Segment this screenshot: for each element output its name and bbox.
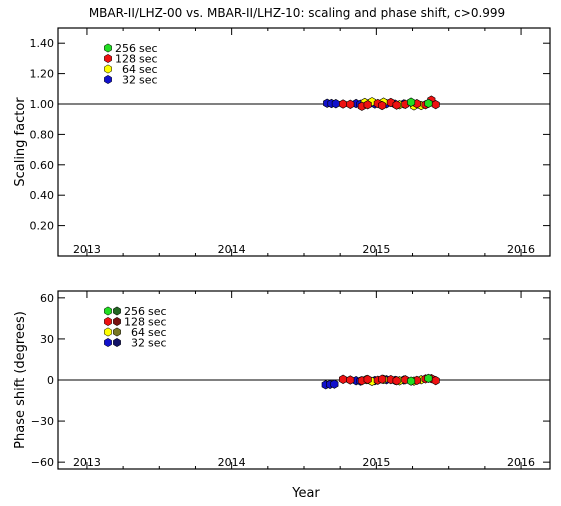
data-point (346, 375, 355, 385)
y-tick-label: 30 (40, 333, 54, 346)
legend-marker (104, 54, 112, 63)
data-point (331, 99, 340, 109)
x-tick-label: 2016 (507, 243, 535, 256)
data-point (431, 99, 440, 110)
x-tick-label: 2013 (73, 243, 101, 256)
y-tick-label: 0.60 (30, 159, 55, 172)
legend-label: 64 (122, 63, 136, 76)
legend-marker (104, 317, 112, 326)
data-point (392, 100, 401, 110)
legend-unit: sec (139, 53, 158, 66)
legend-marker (113, 306, 121, 316)
y-tick-label: 0 (47, 374, 54, 387)
legend-unit: sec (148, 326, 167, 339)
legend-unit: sec (148, 337, 167, 350)
legend-unit: sec (148, 305, 167, 318)
legend-label: 128 (115, 53, 136, 66)
data-point (346, 99, 355, 109)
data-point (363, 100, 372, 110)
data-point (363, 374, 372, 385)
x-tick-label: 2014 (218, 456, 246, 469)
data-point (339, 99, 348, 109)
y-tick-label: 1.20 (30, 68, 55, 81)
legend-marker (104, 327, 112, 337)
data-point (407, 376, 416, 386)
data-point (378, 100, 387, 111)
y-axis-label: Phase shift (degrees) (13, 311, 28, 449)
legend-unit: sec (148, 316, 167, 329)
y-tick-label: −60 (31, 456, 54, 469)
legend-label: 256 (124, 305, 145, 318)
legend-marker (113, 338, 121, 347)
data-point (424, 373, 433, 384)
data-point (407, 97, 416, 107)
x-tick-label: 2014 (218, 243, 246, 256)
x-tick-label: 2013 (73, 456, 101, 469)
x-tick-label: 2015 (362, 243, 390, 256)
y-tick-label: −30 (31, 415, 54, 428)
legend-unit: sec (139, 74, 158, 87)
x-tick-label: 2016 (507, 456, 535, 469)
y-tick-label: 0.20 (30, 220, 55, 233)
legend-label: 64 (131, 326, 145, 339)
legend-marker (104, 75, 112, 84)
legend-unit: sec (139, 42, 158, 55)
y-tick-label: 0.40 (30, 189, 55, 202)
legend-marker (104, 306, 112, 316)
legend-marker (104, 43, 112, 53)
legend-label: 128 (124, 316, 145, 329)
y-tick-label: 0.80 (30, 128, 55, 141)
scaling-panel: 2013 2014 2015 2016 0.20 0.40 0.60 0.80 1.00 1.20… (13, 27, 551, 257)
phase-panel: 2013 2014 2015 2016 −60 −30 0 30 60 Phase shift (… (13, 290, 551, 470)
legend-marker (113, 317, 121, 326)
chart-title: MBAR-II/LHZ-00 vs. MBAR-II/LHZ-10: scali… (89, 6, 505, 20)
y-tick-label: 1.40 (30, 37, 55, 50)
y-axis-label: Scaling factor (13, 97, 28, 187)
data-point (330, 379, 339, 389)
legend-label: 32 (122, 74, 136, 87)
data-point (431, 375, 440, 386)
x-tick-label: 2015 (362, 456, 390, 469)
data-point (339, 374, 348, 384)
legend-label: 32 (131, 337, 145, 350)
y-tick-label: 60 (40, 292, 54, 305)
legend-unit: sec (139, 63, 158, 76)
data-point (392, 376, 401, 386)
y-tick-label: 1.00 (30, 98, 55, 111)
legend-marker (113, 327, 121, 337)
data-point (378, 374, 387, 384)
legend-marker (104, 338, 112, 347)
x-axis-label: Year (291, 486, 320, 501)
data-point (424, 98, 433, 109)
legend-label: 256 (115, 42, 136, 55)
legend-marker (104, 64, 112, 74)
